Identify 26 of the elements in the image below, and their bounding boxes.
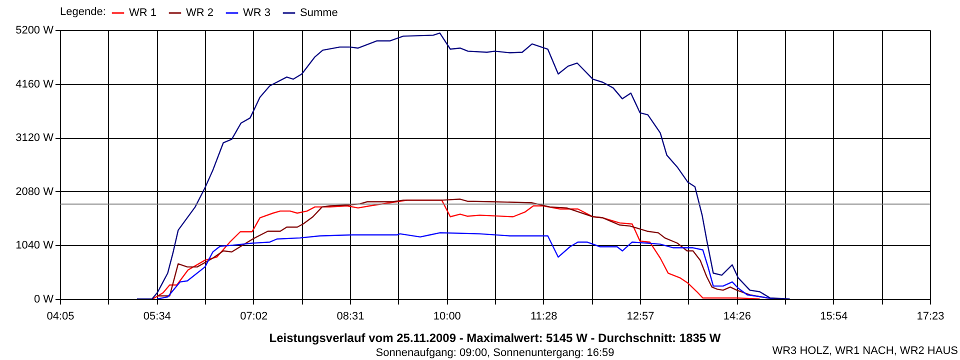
y-tick-label: 4160 W [16, 78, 54, 90]
x-tick-label: 11:28 [530, 310, 558, 322]
legend-title: Legende: [60, 6, 106, 18]
line-series [136, 32, 790, 299]
x-tick-label: 07:02 [240, 310, 268, 322]
x-tick-label: 05:34 [143, 310, 171, 322]
y-tick-label: 1040 W [16, 240, 54, 252]
line-series [156, 232, 775, 299]
y-tick-label: 5200 W [16, 24, 54, 36]
x-tick-label: 08:31 [336, 310, 364, 322]
y-tick-label: 3120 W [16, 132, 54, 144]
x-tick-label: 12:57 [626, 310, 654, 322]
legend-label: WR 2 [186, 7, 214, 19]
x-tick-label: 14:26 [723, 310, 751, 322]
legend-label: Summe [300, 7, 338, 19]
x-tick-label: 17:23 [916, 310, 944, 322]
x-tick-label: 10:00 [433, 310, 461, 322]
y-tick-label: 0 W [34, 294, 54, 306]
x-tick-label: 15:54 [820, 310, 848, 322]
x-tick-label: 04:05 [46, 310, 74, 322]
y-tick-label: 2080 W [16, 186, 54, 198]
text: Sonnenaufgang: 09:00, Sonnenuntergang: 16:59 [376, 347, 614, 359]
text: Leistungsverlauf vom 25.11.2009 - Maximalwert: 5145 W - Durchschnitt: 1835 W [269, 331, 722, 345]
legend-label: WR 3 [243, 7, 270, 19]
legend-label: WR 1 [129, 7, 156, 19]
text: WR3 HOLZ, WR1 NACH, WR2 HAUS [772, 345, 958, 357]
